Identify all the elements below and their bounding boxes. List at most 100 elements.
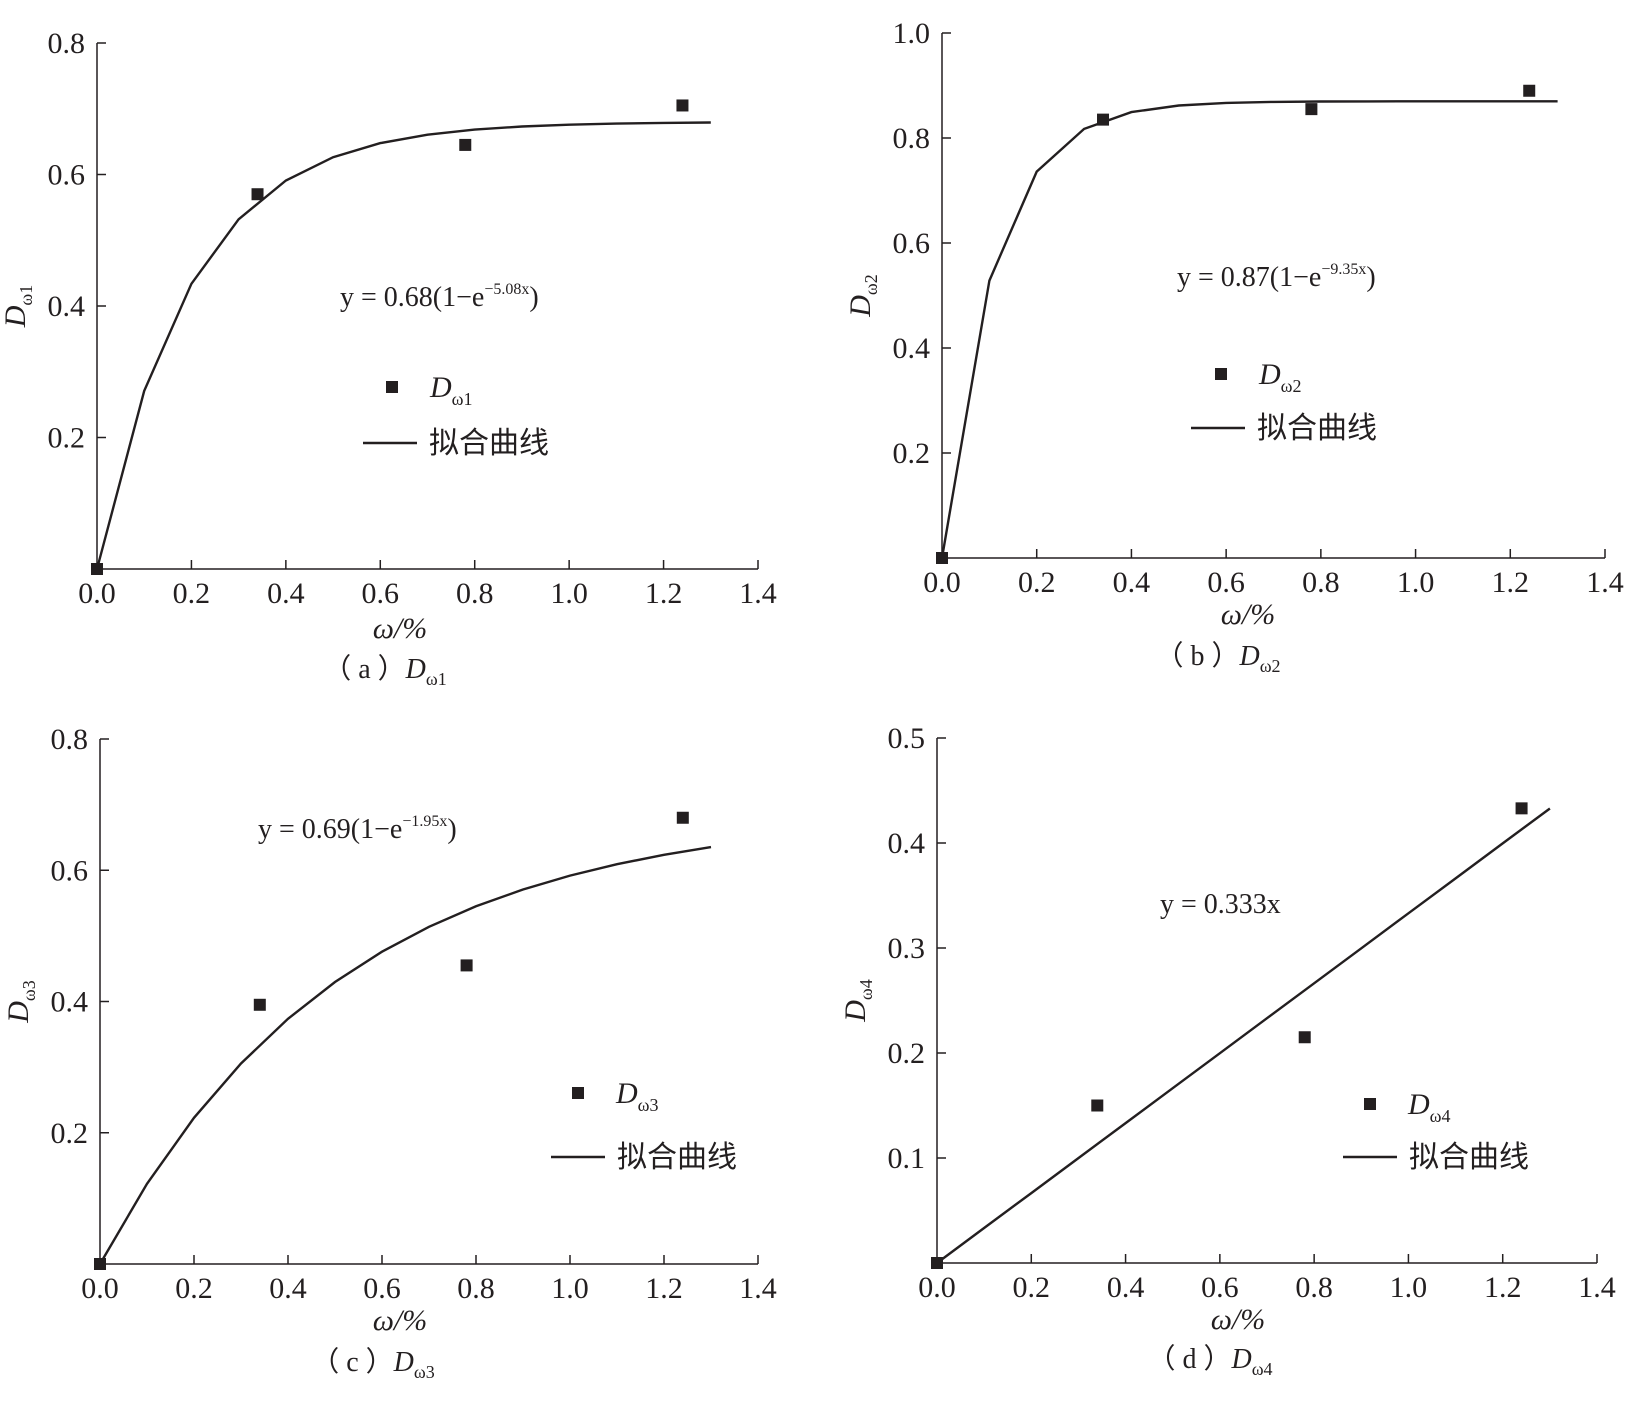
y-tick-label: 0.4 [893,332,931,365]
y-tick-label: 0.4 [48,290,86,323]
x-tick-label: 0.8 [1302,566,1340,599]
data-point-marker [253,998,266,1011]
legend-line-label: 拟合曲线 [1409,1140,1529,1175]
y-axis-title: Dω3 [2,980,39,1024]
data-point-marker [91,563,103,575]
x-tick-label: 1.0 [1390,1271,1428,1304]
x-axis-title: ω/% [1221,598,1276,631]
x-tick-label: 1.0 [1397,566,1435,599]
y-tick-label: 0.2 [888,1037,926,1070]
x-tick-label: 0.0 [78,577,116,610]
x-tick-label: 1.0 [551,1272,589,1305]
y-tick-label: 0.2 [51,1117,89,1150]
data-point-marker [1298,1031,1311,1044]
panel-caption: （ c ）Dω3 [311,1346,435,1382]
x-tick-label: 0.8 [1295,1271,1333,1304]
y-tick-label: 0.8 [893,122,931,155]
data-point-marker [676,99,689,112]
x-tick-label: 1.0 [550,577,588,610]
data-point-marker [94,1258,106,1270]
x-tick-label: 0.0 [918,1271,956,1304]
y-tick-label: 0.5 [888,722,926,755]
fit-curve-line [95,121,711,570]
panel-caption: （ a ）Dω1 [323,653,447,689]
y-tick-label: 0.4 [51,986,89,1019]
x-tick-label: 1.2 [1484,1271,1522,1304]
x-tick-label: 0.6 [1201,1271,1239,1304]
data-point-marker [251,188,264,201]
data-point-marker [1523,84,1536,97]
data-point-marker [1097,113,1110,126]
data-point-marker [936,552,948,564]
legend-point-label: Dω1 [429,371,473,409]
legend-point-marker [572,1087,584,1099]
fit-equation: y = 0.87(1−e−9.35x) [1177,261,1376,293]
x-tick-label: 0.0 [81,1272,119,1305]
x-tick-label: 1.4 [1586,566,1624,599]
y-tick-label: 1.0 [893,17,931,50]
fit-equation: y = 0.333x [1160,889,1281,920]
x-tick-label: 1.2 [645,1272,683,1305]
data-point-marker [460,959,473,972]
legend-point-label: Dω2 [1258,358,1302,396]
x-tick-label: 1.4 [739,577,777,610]
fit-curve-line [98,845,712,1265]
legend-point-marker [386,381,398,393]
chart-panel-c: 0.0 0.2 0.4 0.6 0.8 1.0 1.2 1.4 0.2 0.4 0.6 0.8 Dω3 ω… [2,723,777,1382]
y-axis-title: Dω4 [839,979,876,1023]
data-point-marker [459,138,472,151]
y-tick-label: 0.4 [888,827,926,860]
y-axis-title: Dω2 [844,274,881,318]
x-axis-title: ω/% [373,612,428,645]
y-tick-label: 0.1 [888,1142,926,1175]
y-tick-label: 0.2 [893,437,931,470]
y-axis-title: Dω1 [0,285,36,329]
x-tick-label: 0.2 [1013,1271,1051,1304]
x-tick-label: 0.0 [923,566,961,599]
legend-point-marker [1215,368,1227,380]
data-point-marker [676,811,689,824]
y-tick-label: 0.8 [51,723,89,756]
x-tick-label: 0.8 [457,1272,495,1305]
y-tick-label: 0.6 [51,854,89,887]
fit-equation: y = 0.69(1−e−1.95x) [258,813,457,845]
legend-point-marker [1364,1098,1376,1110]
y-tick-label: 0.3 [888,932,926,965]
x-tick-label: 0.2 [1018,566,1056,599]
x-tick-label: 0.2 [175,1272,213,1305]
x-tick-label: 0.4 [267,577,305,610]
x-tick-label: 0.4 [1113,566,1151,599]
y-tick-label: 0.2 [48,422,86,455]
y-tick-label: 0.6 [48,159,86,192]
x-axis-title: ω/% [373,1304,428,1337]
x-tick-label: 1.4 [1578,1271,1616,1304]
legend-line-label: 拟合曲线 [1257,411,1377,446]
chart-panel-b: 0.0 0.2 0.4 0.6 0.8 1.0 1.2 1.4 0.2 0.4 0.6 0.8 1.0 D… [844,17,1624,676]
legend-point-label: Dω4 [1407,1088,1451,1126]
y-tick-label: 0.8 [48,27,86,60]
x-tick-label: 1.2 [1492,566,1530,599]
x-tick-label: 0.8 [456,577,494,610]
fit-equation: y = 0.68(1−e−5.08x) [340,281,539,313]
x-tick-label: 0.4 [1107,1271,1145,1304]
legend-line-label: 拟合曲线 [617,1140,737,1175]
chart-panel-d: 0.0 0.2 0.4 0.6 0.8 1.0 1.2 1.4 0.1 0.2 0.3 0.4 0.5 D… [839,722,1616,1379]
panel-caption: （ b ）Dω2 [1155,640,1280,676]
panel-caption: （ d ）Dω4 [1147,1343,1272,1379]
x-tick-label: 1.2 [645,577,683,610]
fit-curve-line [936,807,1551,1264]
chart-panel-a: 0.0 0.2 0.4 0.6 0.8 1.0 1.2 1.4 0.2 0.4 0.6 0.8 Dω1 ω… [0,27,777,689]
fit-curve-line [940,100,1558,559]
x-axis-title: ω/% [1211,1303,1266,1336]
data-point-marker [1515,802,1528,815]
x-tick-label: 1.4 [739,1272,777,1305]
data-point-marker [1091,1099,1104,1112]
data-point-marker [931,1257,943,1269]
x-tick-label: 0.6 [363,1272,401,1305]
data-point-marker [1305,103,1318,116]
x-tick-label: 0.6 [1207,566,1245,599]
legend-line-label: 拟合曲线 [429,426,549,461]
x-tick-label: 0.4 [269,1272,307,1305]
y-tick-label: 0.6 [893,227,931,260]
